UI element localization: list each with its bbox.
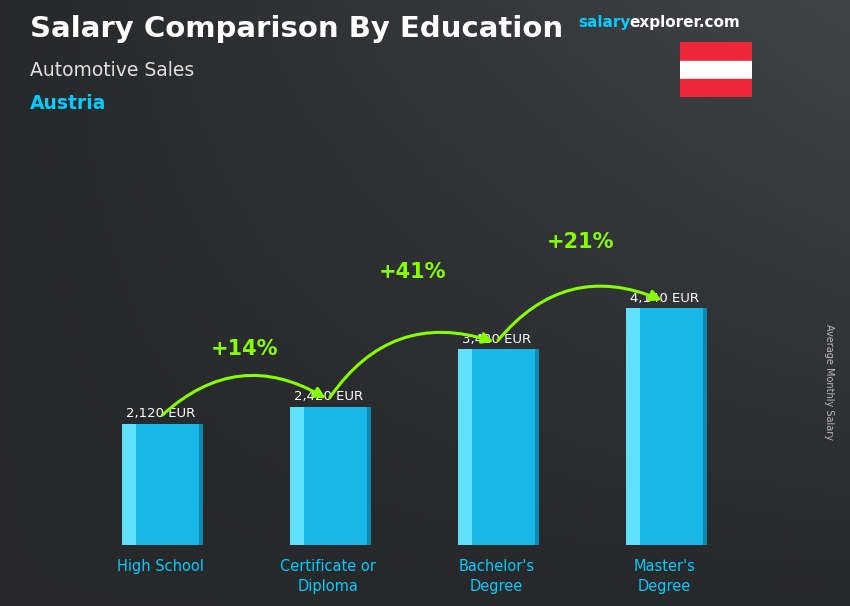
Bar <box>459 350 539 545</box>
Text: Austria: Austria <box>30 94 106 113</box>
Text: Salary Comparison By Education: Salary Comparison By Education <box>30 15 563 43</box>
Bar <box>458 350 535 545</box>
Bar <box>680 79 752 97</box>
Bar <box>291 407 371 545</box>
Text: 4,140 EUR: 4,140 EUR <box>630 291 699 305</box>
Bar <box>680 42 752 61</box>
Text: +41%: +41% <box>378 262 446 282</box>
Bar <box>626 308 703 545</box>
Text: +14%: +14% <box>211 339 278 359</box>
Text: +21%: +21% <box>547 232 614 252</box>
Text: 2,120 EUR: 2,120 EUR <box>126 407 195 421</box>
Bar <box>122 424 199 545</box>
Bar <box>290 407 303 545</box>
Text: 2,420 EUR: 2,420 EUR <box>294 390 363 404</box>
Text: 3,420 EUR: 3,420 EUR <box>462 333 530 346</box>
Bar <box>290 407 366 545</box>
Bar <box>122 424 203 545</box>
Text: explorer.com: explorer.com <box>629 15 740 30</box>
Text: salary: salary <box>578 15 631 30</box>
Bar <box>626 308 640 545</box>
Text: Automotive Sales: Automotive Sales <box>30 61 194 79</box>
Bar <box>680 61 752 79</box>
Bar <box>626 308 707 545</box>
Text: Average Monthly Salary: Average Monthly Salary <box>824 324 834 440</box>
Bar <box>122 424 136 545</box>
Bar <box>458 350 472 545</box>
